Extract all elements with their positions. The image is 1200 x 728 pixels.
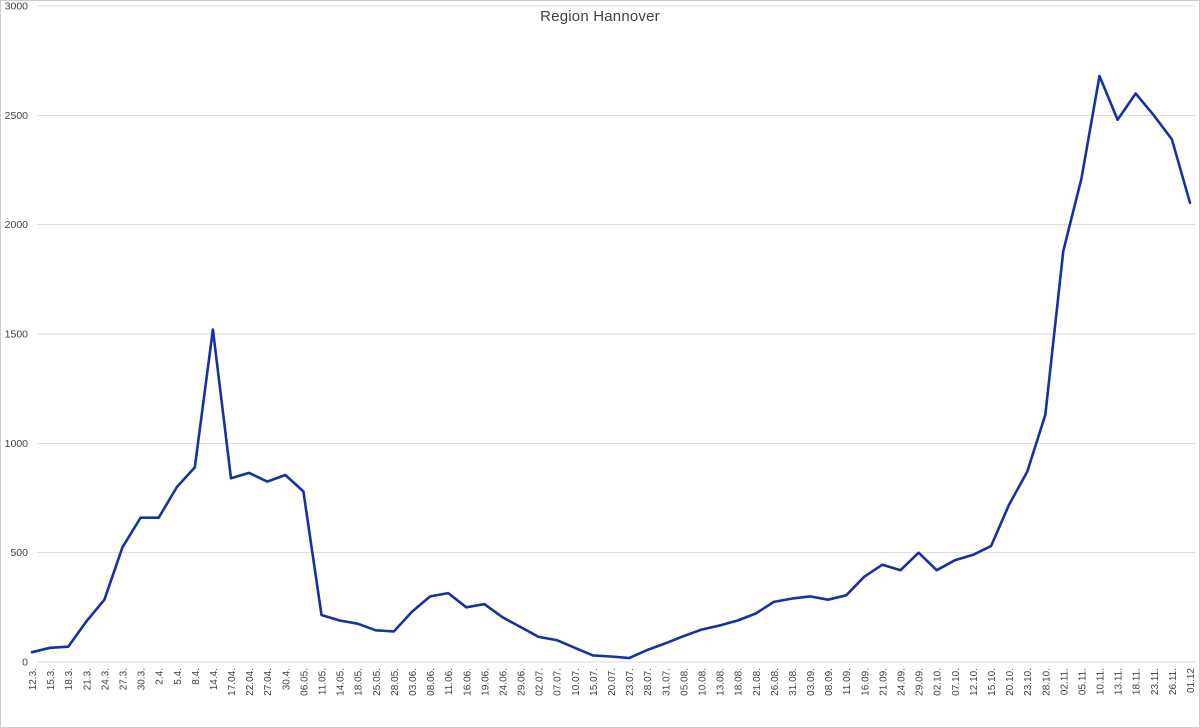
x-tick-label: 21.08.	[752, 668, 763, 696]
x-tick-label: 07.10.	[951, 668, 962, 696]
x-tick-label: 06.05.	[299, 668, 310, 696]
y-tick-label: 500	[10, 547, 28, 559]
y-tick-label: 2500	[5, 110, 29, 122]
x-tick-label: 05.11.	[1077, 668, 1088, 695]
x-tick-label: 19.06.	[480, 668, 491, 696]
x-tick-label: 22.04.	[245, 668, 256, 696]
x-tick-label: 15.07.	[589, 668, 600, 696]
x-tick-label: 30.3.	[137, 668, 148, 690]
y-tick-label: 1500	[5, 329, 29, 341]
x-tick-label: 24.09.	[897, 668, 908, 696]
x-tick-label: 20.07.	[607, 668, 618, 696]
x-tick-label: 15.10.	[987, 668, 998, 696]
x-tick-label: 16.09.	[860, 668, 871, 696]
x-tick-label: 31.07.	[661, 668, 672, 696]
x-tick-label: 26.11.	[1168, 668, 1179, 695]
x-tick-label: 02.10.	[933, 668, 944, 696]
x-tick-label: 29.06.	[517, 668, 528, 696]
x-tick-label: 5.4.	[173, 668, 184, 685]
x-tick-label: 27.3.	[118, 668, 129, 690]
x-tick-label: 14.4.	[209, 668, 220, 690]
x-tick-label: 8.4.	[191, 668, 202, 685]
y-tick-label: 1000	[5, 438, 29, 450]
x-tick-label: 31.08.	[788, 668, 799, 696]
x-tick-label: 10.11.	[1096, 668, 1107, 695]
x-tick-label: 05.08.	[679, 668, 690, 696]
x-tick-label: 12.3.	[28, 668, 39, 690]
y-tick-label: 3000	[5, 1, 29, 13]
x-tick-label: 24.06.	[498, 668, 509, 696]
x-tick-label: 29.09.	[915, 668, 926, 696]
x-tick-label: 28.10.	[1041, 668, 1052, 696]
x-tick-label: 15.3.	[46, 668, 57, 690]
x-tick-label: 11.09.	[842, 668, 853, 695]
x-tick-label: 24.3.	[100, 668, 111, 690]
x-tick-label: 23.10.	[1023, 668, 1034, 696]
x-tick-label: 10.08.	[697, 668, 708, 696]
x-tick-label: 13.08.	[716, 668, 727, 696]
x-tick-label: 07.07.	[553, 668, 564, 696]
x-tick-label: 10.07.	[571, 668, 582, 696]
x-tick-label: 20.10.	[1005, 668, 1016, 696]
x-tick-label: 03.06.	[408, 668, 419, 696]
x-tick-label: 14.05.	[336, 668, 347, 696]
x-tick-label: 23.11.	[1150, 668, 1161, 695]
x-tick-label: 27.04.	[263, 668, 274, 696]
x-axis-labels: 12.3. 15.3. 18.3. 21.3. 24.3. 27.3. 30.3. 2.4. 5…	[28, 668, 1197, 696]
x-tick-label: 18.05.	[354, 668, 365, 696]
x-tick-label: 08.09.	[824, 668, 835, 696]
x-tick-label: 02.07.	[535, 668, 546, 696]
x-tick-label: 13.11.	[1114, 668, 1125, 695]
x-tick-label: 08.06.	[426, 668, 437, 696]
x-tick-label: 18.11.	[1132, 668, 1143, 695]
x-tick-label: 11.06.	[444, 668, 455, 695]
x-tick-label: 11.05.	[318, 668, 329, 695]
x-tick-label: 21.09.	[878, 668, 889, 696]
x-tick-label: 30.4.	[281, 668, 292, 690]
x-tick-label: 25.05.	[372, 668, 383, 696]
x-tick-label: 03.09.	[806, 668, 817, 696]
chart-title: Region Hannover	[540, 8, 660, 25]
x-tick-label: 21.3.	[82, 668, 93, 690]
x-tick-label: 2.4.	[155, 668, 166, 685]
y-gridlines	[37, 5, 1195, 663]
x-tick-label: 12.10.	[969, 668, 980, 696]
x-tick-label: 26.08.	[770, 668, 781, 696]
x-tick-label: 28.07.	[643, 668, 654, 696]
y-tick-label: 0	[22, 657, 28, 669]
x-tick-label: 18.08.	[734, 668, 745, 696]
series-line	[30, 74, 1192, 660]
y-tick-label: 2000	[5, 219, 29, 231]
x-tick-label: 17.04.	[227, 668, 238, 696]
x-tick-label: 16.06.	[462, 668, 473, 696]
x-tick-label: 28.05.	[390, 668, 401, 696]
x-tick-label: 18.3.	[64, 668, 75, 690]
x-tick-label: 23.07.	[625, 668, 636, 696]
x-tick-label: 02.11.	[1059, 668, 1070, 695]
data-line	[30, 74, 1192, 660]
y-axis-labels: 0 500 1000 1500 2000 2500 3000	[5, 1, 29, 669]
x-tick-label: 01.12	[1186, 668, 1197, 693]
